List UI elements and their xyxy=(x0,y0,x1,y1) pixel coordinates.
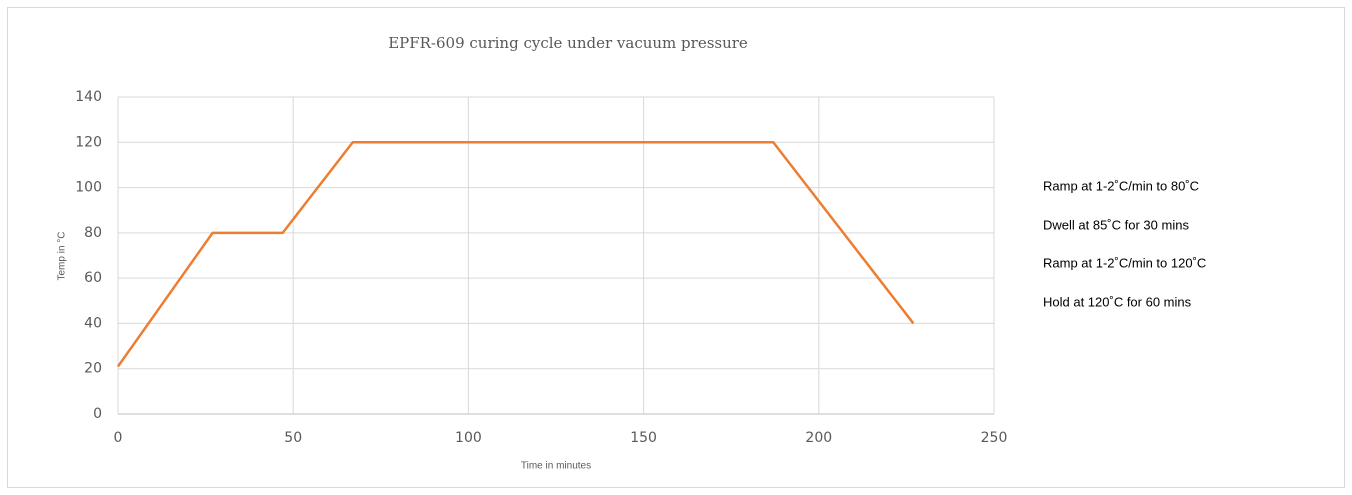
annotation: Hold at 120˚C for 60 mins xyxy=(1043,294,1192,309)
y-tick-label: 0 xyxy=(93,406,102,422)
y-tick-label: 40 xyxy=(84,315,102,331)
annotation: Ramp at 1-2˚C/min to 120˚C xyxy=(1043,255,1206,270)
y-tick-label: 120 xyxy=(75,134,102,150)
y-tick-label: 20 xyxy=(84,361,102,377)
y-tick-label: 80 xyxy=(84,225,102,241)
y-tick-label: 100 xyxy=(75,180,102,196)
y-axis-label: Temp in °C xyxy=(57,231,68,280)
y-tick-label: 60 xyxy=(84,270,102,286)
x-tick-label: 100 xyxy=(455,430,482,446)
annotation: Ramp at 1-2˚C/min to 80˚C xyxy=(1043,178,1199,193)
x-tick-label: 0 xyxy=(114,430,123,446)
annotation: Dwell at 85˚C for 30 mins xyxy=(1043,217,1189,232)
x-tick-label: 200 xyxy=(805,430,832,446)
x-tick-label: 250 xyxy=(981,430,1008,446)
x-tick-label: 50 xyxy=(284,430,302,446)
x-tick-label: 150 xyxy=(630,430,657,446)
x-axis-label: Time in minutes xyxy=(521,461,591,472)
y-tick-label: 140 xyxy=(75,89,102,105)
chart-title: EPFR-609 curing cycle under vacuum press… xyxy=(388,34,748,52)
data-line xyxy=(116,141,915,368)
chart-border xyxy=(7,7,1345,488)
